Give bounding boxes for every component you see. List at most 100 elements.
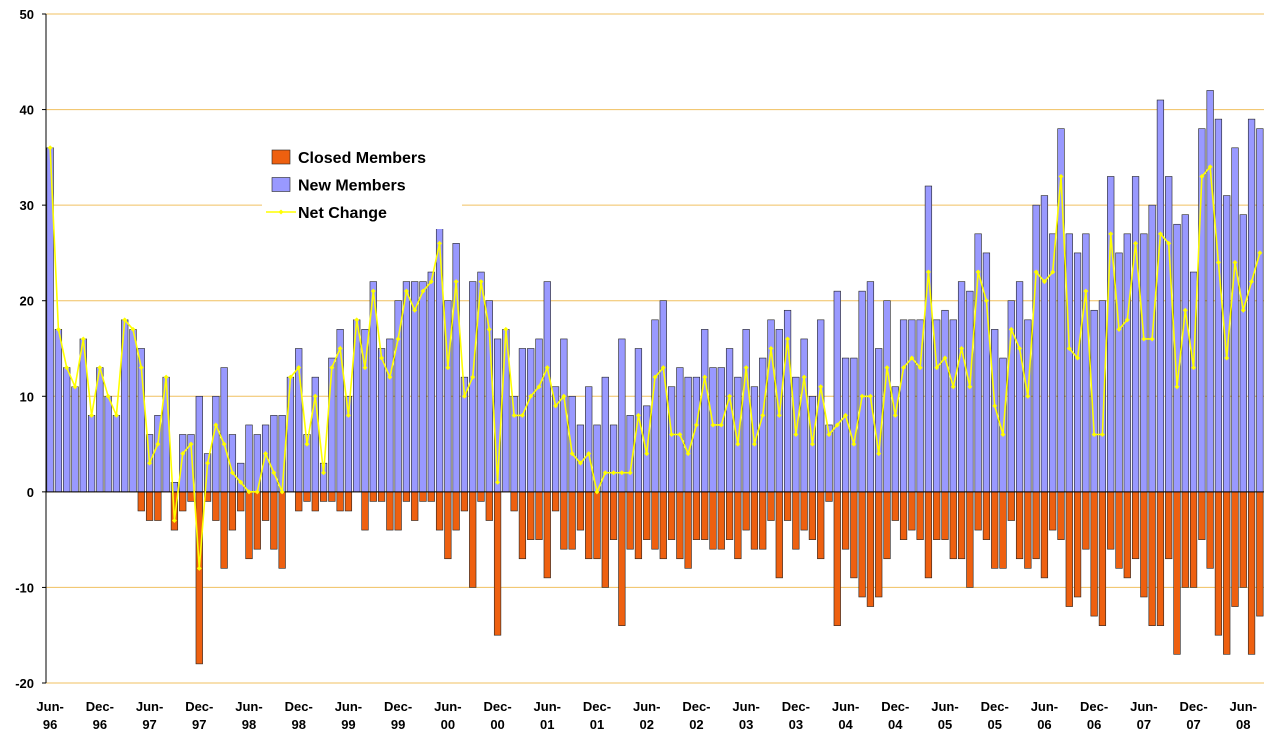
bar (659, 491, 667, 560)
line-marker (1116, 326, 1122, 332)
bar (1148, 204, 1156, 493)
line-marker (983, 298, 989, 304)
line-marker (776, 412, 782, 418)
line-marker (271, 470, 277, 476)
bar (949, 319, 957, 493)
line-marker (901, 365, 907, 371)
bar (585, 386, 593, 493)
bar (1214, 118, 1223, 493)
line-marker (395, 336, 401, 342)
bar (966, 290, 974, 493)
line-marker (246, 489, 252, 495)
bar (841, 491, 850, 550)
line-marker (561, 393, 567, 399)
bar (270, 415, 278, 493)
bar (891, 491, 899, 521)
line-marker (1191, 365, 1197, 371)
line-marker (55, 326, 61, 332)
grid: -20 -10 0 10 20 30 40 50 Jun-96 Dec-96 Jun-97 Dec-9… (15, 7, 1264, 732)
line-marker (934, 365, 940, 371)
bar (800, 491, 808, 531)
bar (129, 329, 137, 493)
bar (460, 491, 469, 512)
line-marker (1166, 240, 1172, 246)
bar (1231, 491, 1239, 607)
bar (924, 491, 933, 579)
line-marker (1232, 259, 1238, 265)
bar (1007, 491, 1015, 521)
bar (1082, 491, 1090, 550)
bar (187, 491, 195, 502)
bar (1231, 147, 1239, 493)
bar (1123, 233, 1131, 493)
bar (817, 491, 825, 560)
line-marker (519, 412, 525, 418)
line-marker (437, 240, 443, 246)
bar (1156, 99, 1165, 493)
y-tick-label: 40 (20, 103, 34, 118)
y-tick-label: 50 (20, 7, 34, 22)
line-marker (1240, 307, 1246, 313)
bar (1239, 214, 1247, 493)
line-marker (221, 441, 227, 447)
bar (145, 491, 154, 521)
bar (510, 491, 518, 512)
bar (767, 491, 775, 521)
bar (220, 367, 228, 493)
y-tick-label: -10 (15, 580, 34, 595)
line-marker (1075, 355, 1081, 361)
bar (518, 491, 527, 560)
line-marker (801, 374, 807, 380)
line-marker (304, 441, 310, 447)
bar (535, 491, 543, 540)
line-marker (594, 489, 600, 495)
bar (104, 395, 112, 493)
bar (1256, 128, 1264, 493)
bar (245, 491, 253, 560)
x-tick-label: Dec-97 (185, 699, 213, 732)
bar (734, 491, 742, 560)
bar (1098, 491, 1107, 626)
bar (643, 491, 651, 540)
legend-label: New Members (298, 178, 406, 195)
line-marker (1149, 336, 1155, 342)
bar (1115, 252, 1123, 493)
bar (676, 491, 684, 560)
bar (228, 491, 237, 531)
bar (1131, 176, 1140, 493)
bar (1165, 491, 1173, 560)
line-marker (669, 432, 675, 438)
line-marker (1108, 231, 1114, 237)
bar (137, 491, 145, 512)
line-marker (735, 441, 741, 447)
bar (344, 491, 353, 512)
line-marker (1182, 307, 1188, 313)
line-marker (287, 374, 293, 380)
bar (1247, 118, 1256, 493)
line-marker (876, 451, 882, 457)
bar (1082, 233, 1090, 493)
bar (850, 491, 858, 579)
bar (717, 491, 725, 550)
bar (618, 338, 626, 493)
bar (270, 491, 278, 550)
bar (493, 491, 502, 636)
x-tick-label: Dec-96 (86, 699, 114, 732)
x-tick-label: Jun-97 (136, 699, 163, 732)
legend-marker (278, 209, 284, 215)
bar (866, 281, 875, 493)
bar (1181, 214, 1189, 493)
bar (974, 491, 982, 531)
bar (253, 491, 261, 550)
bar (1239, 491, 1247, 588)
bar (1065, 491, 1073, 607)
line-marker (1099, 432, 1105, 438)
x-tick-label: Jun-01 (534, 699, 561, 732)
bar (1223, 195, 1231, 493)
bar (601, 491, 609, 588)
line-marker (196, 565, 202, 571)
line-marker (892, 412, 898, 418)
bar (1040, 491, 1049, 579)
bar (618, 491, 626, 626)
bar (411, 491, 419, 521)
